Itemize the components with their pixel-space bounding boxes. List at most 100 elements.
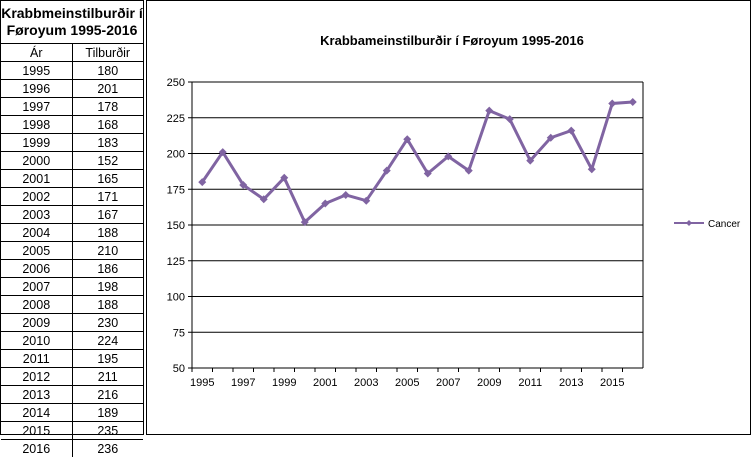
x-tick-label: 2003 xyxy=(354,377,378,389)
grid-lines xyxy=(192,82,643,368)
table-cell-year: 2004 xyxy=(1,224,72,242)
x-tick-label: 1997 xyxy=(231,377,255,389)
table-title: Krabbmeinstilburðir í Føroyum 1995-2016 xyxy=(1,1,143,44)
table-cell-year: 2002 xyxy=(1,188,72,206)
table-cell-year: 1996 xyxy=(1,80,72,98)
table-cell-value: 198 xyxy=(72,278,143,296)
y-tick-label: 100 xyxy=(167,292,185,304)
x-tick-label: 2013 xyxy=(559,377,583,389)
table-cell-value: 178 xyxy=(72,98,143,116)
y-tick-label: 150 xyxy=(167,220,185,232)
table-cell-year: 2001 xyxy=(1,170,72,188)
column-header-cases: Tilburðir xyxy=(72,44,143,62)
table-cell-value: 152 xyxy=(72,152,143,170)
y-tick-label: 250 xyxy=(167,77,185,89)
table-cell-value: 195 xyxy=(72,350,143,368)
table-cell-year: 2013 xyxy=(1,386,72,404)
table-cell-value: 186 xyxy=(72,260,143,278)
series-line xyxy=(202,102,633,222)
table-cell-year: 2009 xyxy=(1,314,72,332)
table-cell-value: 165 xyxy=(72,170,143,188)
table-cell-year: 2014 xyxy=(1,404,72,422)
x-tick-label: 2001 xyxy=(313,377,337,389)
y-tick-label: 225 xyxy=(167,113,185,125)
table-cell-year: 2012 xyxy=(1,368,72,386)
table-cell-value: 183 xyxy=(72,134,143,152)
x-tick-label: 1995 xyxy=(190,377,214,389)
table-cell-value: 201 xyxy=(72,80,143,98)
line-chart: Krabbameinstilburðir í Føroyum 1995-2016… xyxy=(147,1,750,434)
x-tick-label: 1999 xyxy=(272,377,296,389)
legend: Cancer xyxy=(674,219,741,230)
table-cell-year: 2005 xyxy=(1,242,72,260)
table-cell-year: 1997 xyxy=(1,98,72,116)
table-title-line1: Krabbmeinstilburðir í xyxy=(1,5,143,22)
column-header-year: Ár xyxy=(1,44,72,62)
data-table-panel: Krabbmeinstilburðir í Føroyum 1995-2016 … xyxy=(0,0,144,435)
x-tick-label: 2009 xyxy=(477,377,501,389)
y-tick-label: 125 xyxy=(167,256,185,268)
table-cell-year: 1999 xyxy=(1,134,72,152)
table-cell-year: 2008 xyxy=(1,296,72,314)
data-point xyxy=(342,191,350,199)
table-cell-value: 171 xyxy=(72,188,143,206)
table-header-row: Ár Tilburðir xyxy=(1,44,143,62)
x-axis-ticks: 1995 1997 1999 2001 2003 2005 2007 2009 2011 2013… xyxy=(190,368,624,389)
y-tick-label: 175 xyxy=(167,184,185,196)
table-cell-value: 211 xyxy=(72,368,143,386)
table-cell-value: 230 xyxy=(72,314,143,332)
table-cell-year: 2016 xyxy=(1,440,72,457)
x-tick-label: 2011 xyxy=(518,377,542,389)
table-cell-value: 188 xyxy=(72,224,143,242)
legend-label: Cancer xyxy=(708,219,741,230)
table-cell-value: 180 xyxy=(72,62,143,80)
chart-panel: Krabbameinstilburðir í Føroyum 1995-2016… xyxy=(146,0,751,435)
data-point xyxy=(485,107,493,115)
table-cell-value: 216 xyxy=(72,386,143,404)
x-tick-label: 2015 xyxy=(600,377,624,389)
series-cancer xyxy=(198,98,637,226)
x-tick-label: 2007 xyxy=(436,377,460,389)
table-cell-value: 167 xyxy=(72,206,143,224)
table-cell-value: 189 xyxy=(72,404,143,422)
table-cell-year: 2007 xyxy=(1,278,72,296)
table-cell-value: 224 xyxy=(72,332,143,350)
legend-marker-icon xyxy=(686,220,692,226)
table-cell-year: 2003 xyxy=(1,206,72,224)
table-cell-year: 2006 xyxy=(1,260,72,278)
table-cell-year: 1995 xyxy=(1,62,72,80)
table-cell-value: 168 xyxy=(72,116,143,134)
table-cell-year: 1998 xyxy=(1,116,72,134)
y-tick-label: 75 xyxy=(173,327,185,339)
table-cell-value: 188 xyxy=(72,296,143,314)
y-tick-label: 200 xyxy=(167,149,185,161)
table-cell-year: 2011 xyxy=(1,350,72,368)
x-tick-label: 2005 xyxy=(395,377,419,389)
table-cell-year: 2000 xyxy=(1,152,72,170)
chart-title: Krabbameinstilburðir í Føroyum 1995-2016 xyxy=(320,33,584,48)
table-cell-value: 236 xyxy=(72,440,143,457)
